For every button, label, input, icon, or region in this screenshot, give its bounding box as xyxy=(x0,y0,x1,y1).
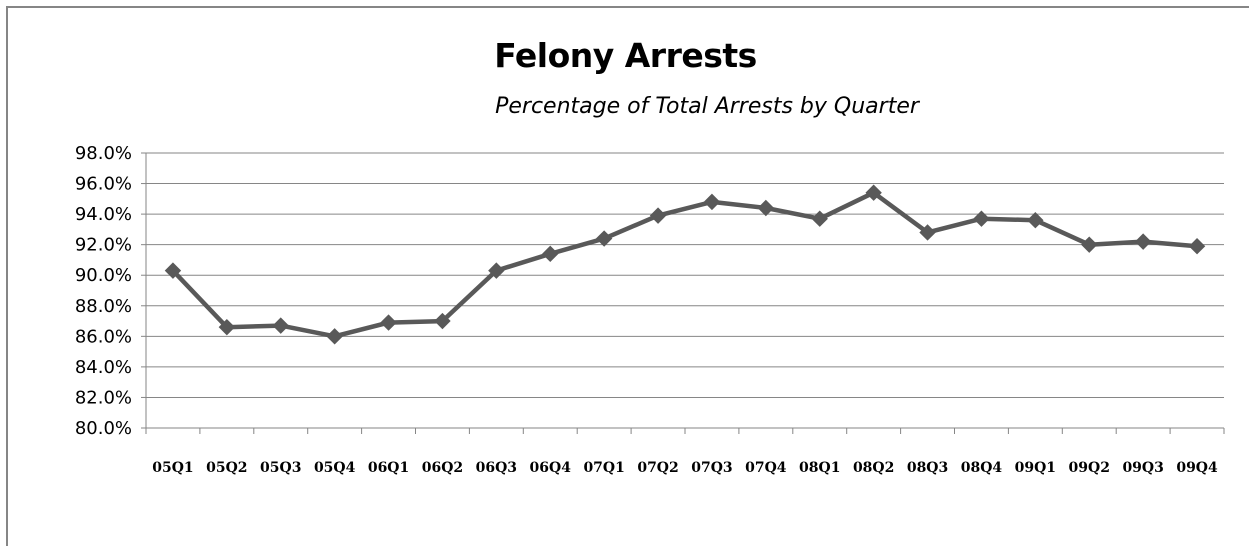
data-point-marker xyxy=(1188,237,1206,255)
data-point-marker xyxy=(488,262,505,279)
x-tick-label: 09Q3 xyxy=(1122,460,1163,476)
y-tick-label: 96.0% xyxy=(75,174,132,195)
y-tick-label: 92.0% xyxy=(75,235,132,256)
data-point-marker xyxy=(380,314,397,331)
x-tick-label: 06Q1 xyxy=(368,460,409,476)
y-tick-label: 84.0% xyxy=(75,357,132,378)
y-tick-label: 86.0% xyxy=(75,326,132,347)
x-tick-label: 06Q4 xyxy=(530,460,572,476)
y-tick-label: 88.0% xyxy=(75,296,132,317)
y-tick-label: 90.0% xyxy=(75,265,132,286)
x-tick-label: 08Q1 xyxy=(799,460,840,476)
x-tick-label: 09Q1 xyxy=(1015,460,1056,476)
x-tick-label: 07Q1 xyxy=(583,460,624,476)
data-point-marker xyxy=(272,317,289,334)
data-point-marker xyxy=(919,224,936,241)
x-tick-label: 05Q3 xyxy=(260,460,301,476)
x-tick-label: 07Q2 xyxy=(637,460,678,476)
data-point-marker xyxy=(1027,212,1044,229)
data-point-marker xyxy=(811,210,828,227)
chart-title: Felony Arrests xyxy=(494,36,757,75)
data-point-marker xyxy=(434,312,451,330)
data-point-marker xyxy=(164,262,182,279)
chart-subtitle: Percentage of Total Arrests by Quarter xyxy=(495,94,919,119)
x-tick-label: 08Q4 xyxy=(961,460,1003,476)
x-tick-label: 05Q2 xyxy=(206,460,247,476)
data-point-marker xyxy=(1081,236,1098,253)
data-point-marker xyxy=(218,318,236,336)
x-tick-label: 07Q4 xyxy=(745,460,787,476)
data-point-marker xyxy=(973,210,990,227)
x-tick-label: 06Q3 xyxy=(476,460,517,476)
y-tick-label: 82.0% xyxy=(75,387,132,408)
y-tick-label: 98.0% xyxy=(75,143,132,164)
data-point-marker xyxy=(595,230,613,247)
data-point-marker xyxy=(649,207,667,224)
y-tick-label: 80.0% xyxy=(75,418,132,439)
x-tick-label: 05Q1 xyxy=(152,460,193,476)
x-tick-label: 09Q2 xyxy=(1069,460,1110,476)
data-point-marker xyxy=(703,193,721,211)
data-point-marker xyxy=(542,245,559,263)
series-line xyxy=(170,190,1200,339)
x-tick-label: 08Q2 xyxy=(853,460,894,476)
x-tick-label: 09Q4 xyxy=(1176,460,1218,476)
x-tick-label: 08Q3 xyxy=(907,460,948,476)
data-point-marker xyxy=(757,199,775,217)
x-tick-label: 07Q3 xyxy=(691,460,732,476)
x-tick-label: 05Q4 xyxy=(314,460,356,476)
data-point-marker xyxy=(865,184,882,201)
y-tick-label: 94.0% xyxy=(75,204,132,225)
data-point-marker xyxy=(326,328,343,345)
data-point-marker xyxy=(1134,233,1152,250)
x-tick-label: 06Q2 xyxy=(422,460,463,476)
chart-area xyxy=(6,6,1249,546)
